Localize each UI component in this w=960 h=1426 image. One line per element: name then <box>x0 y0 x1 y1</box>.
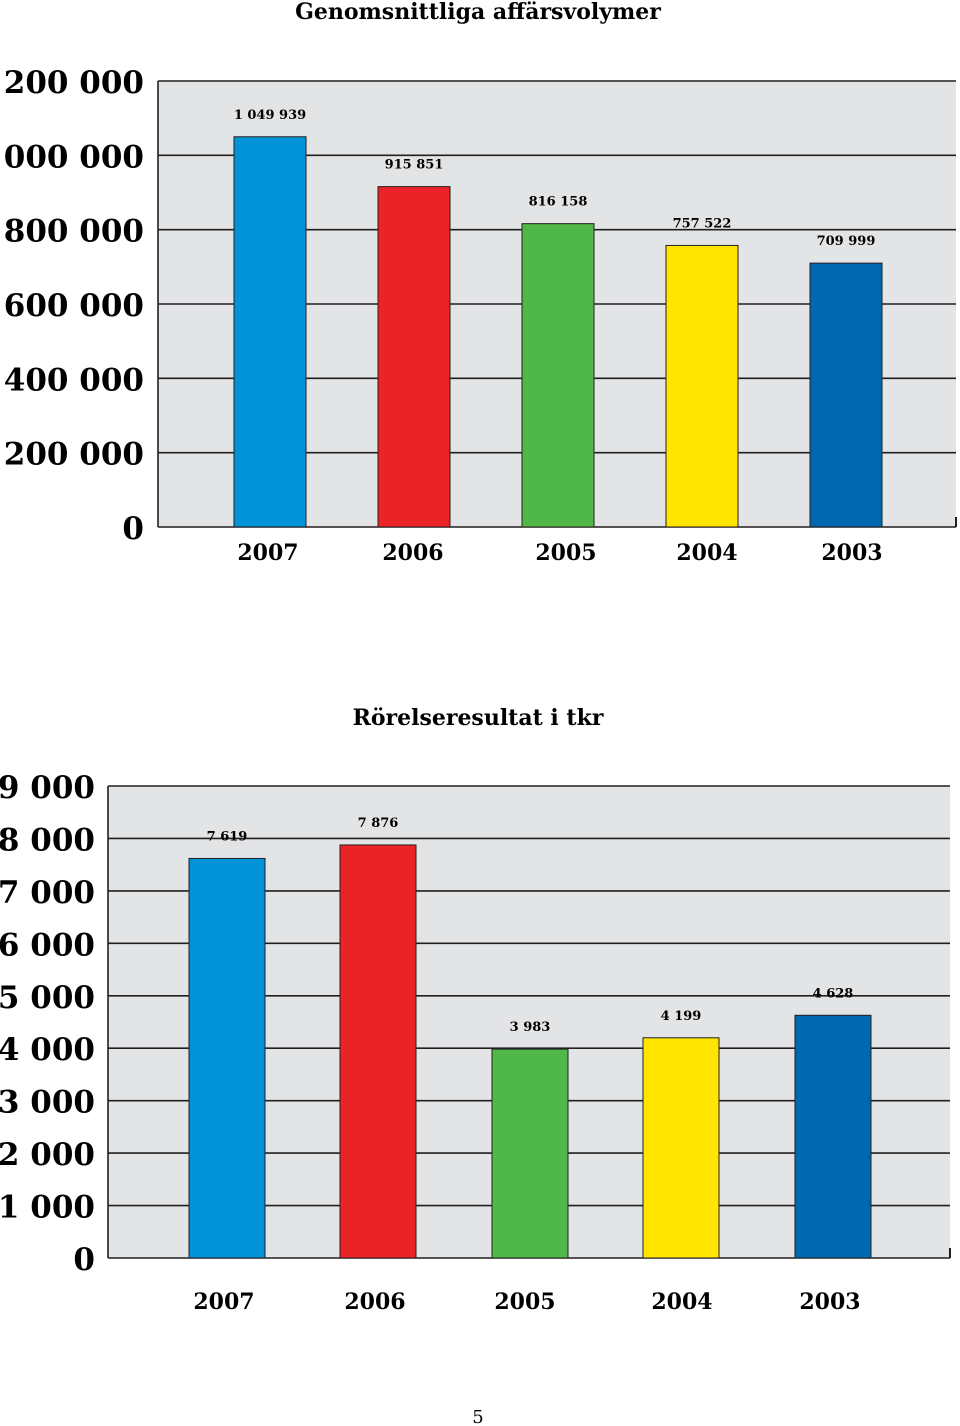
x-tick-label-2003: 2003 <box>799 1289 860 1315</box>
x-tick-label-2007: 2007 <box>237 540 298 566</box>
y-tick-label: 8 000 <box>0 822 95 858</box>
data-label-2007: 1 049 939 <box>234 108 306 123</box>
y-tick-label: 1 000 000 <box>0 139 144 175</box>
bars <box>233 136 883 528</box>
x-tick-label-2004: 2004 <box>651 1289 712 1315</box>
bar-2003 <box>809 262 883 528</box>
x-axis-tick-labels: 2007 2006 2005 2004 2003 <box>237 540 882 566</box>
bar-2007 <box>188 857 266 1259</box>
y-tick-label: 1 200 000 <box>0 65 144 101</box>
y-tick-label: 0 <box>122 511 144 547</box>
x-tick-label-2006: 2006 <box>344 1289 405 1315</box>
y-tick-label: 2 000 <box>0 1137 95 1173</box>
bar-2004 <box>642 1037 720 1259</box>
data-label-2003: 709 999 <box>817 234 876 249</box>
x-axis-tick-labels: 2007 2006 2005 2004 2003 <box>193 1289 860 1315</box>
data-label-2007: 7 619 <box>207 829 248 844</box>
bars <box>188 844 872 1259</box>
x-tick-label-2004: 2004 <box>676 540 737 566</box>
data-label-2006: 915 851 <box>385 158 444 173</box>
y-tick-label: 1 000 <box>0 1190 95 1226</box>
data-labels: 1 049 939 915 851 816 158 757 522 709 999 <box>234 108 876 249</box>
x-tick-label-2007: 2007 <box>193 1289 254 1315</box>
y-axis-tick-labels: 0 1 000 2 000 3 000 4 000 5 000 6 000 7 000 8 00… <box>0 770 95 1278</box>
data-label-2005: 816 158 <box>529 195 588 210</box>
data-label-2006: 7 876 <box>358 816 399 831</box>
x-tick-label-2005: 2005 <box>535 540 596 566</box>
bar-2006 <box>377 186 451 528</box>
bar-2004 <box>665 244 739 528</box>
data-label-2004: 4 199 <box>661 1009 702 1024</box>
y-tick-label: 4 000 <box>0 1032 95 1068</box>
y-tick-label: 9 000 <box>0 770 95 806</box>
page-number: 5 <box>472 1407 483 1426</box>
y-tick-label: 200 000 <box>4 437 144 473</box>
data-label-2005: 3 983 <box>510 1020 551 1035</box>
y-tick-label: 800 000 <box>4 214 144 250</box>
bar-2007 <box>233 136 307 528</box>
bar-2003 <box>794 1014 872 1259</box>
y-tick-label: 600 000 <box>4 288 144 324</box>
data-label-2003: 4 628 <box>813 986 854 1001</box>
y-tick-label: 7 000 <box>0 875 95 911</box>
chart-operating-result: Rörelseresultat i tkr 0 1 000 2 000 3 000 4 … <box>0 705 951 1315</box>
chart-title: Genomsnittliga affärsvolymer <box>295 0 661 25</box>
x-tick-label-2005: 2005 <box>494 1289 555 1315</box>
y-tick-label: 400 000 <box>4 362 144 398</box>
chart-title: Rörelseresultat i tkr <box>353 705 604 731</box>
data-labels: 7 619 7 876 3 983 4 199 4 628 <box>207 816 854 1035</box>
chart-average-business-volumes: Genomsnittliga affärsvolymer 0 200 000 400… <box>0 0 957 566</box>
x-tick-label-2006: 2006 <box>382 540 443 566</box>
y-tick-label: 6 000 <box>0 927 95 963</box>
y-tick-label: 3 000 <box>0 1085 95 1121</box>
y-tick-label: 5 000 <box>0 980 95 1016</box>
bar-2006 <box>339 844 417 1259</box>
y-tick-label: 0 <box>73 1242 95 1278</box>
bar-2005 <box>491 1048 569 1259</box>
x-tick-label-2003: 2003 <box>821 540 882 566</box>
bar-2005 <box>521 223 595 528</box>
y-axis-tick-labels: 0 200 000 400 000 600 000 800 000 1 000 000 1 … <box>0 65 144 547</box>
data-label-2004: 757 522 <box>673 216 732 231</box>
